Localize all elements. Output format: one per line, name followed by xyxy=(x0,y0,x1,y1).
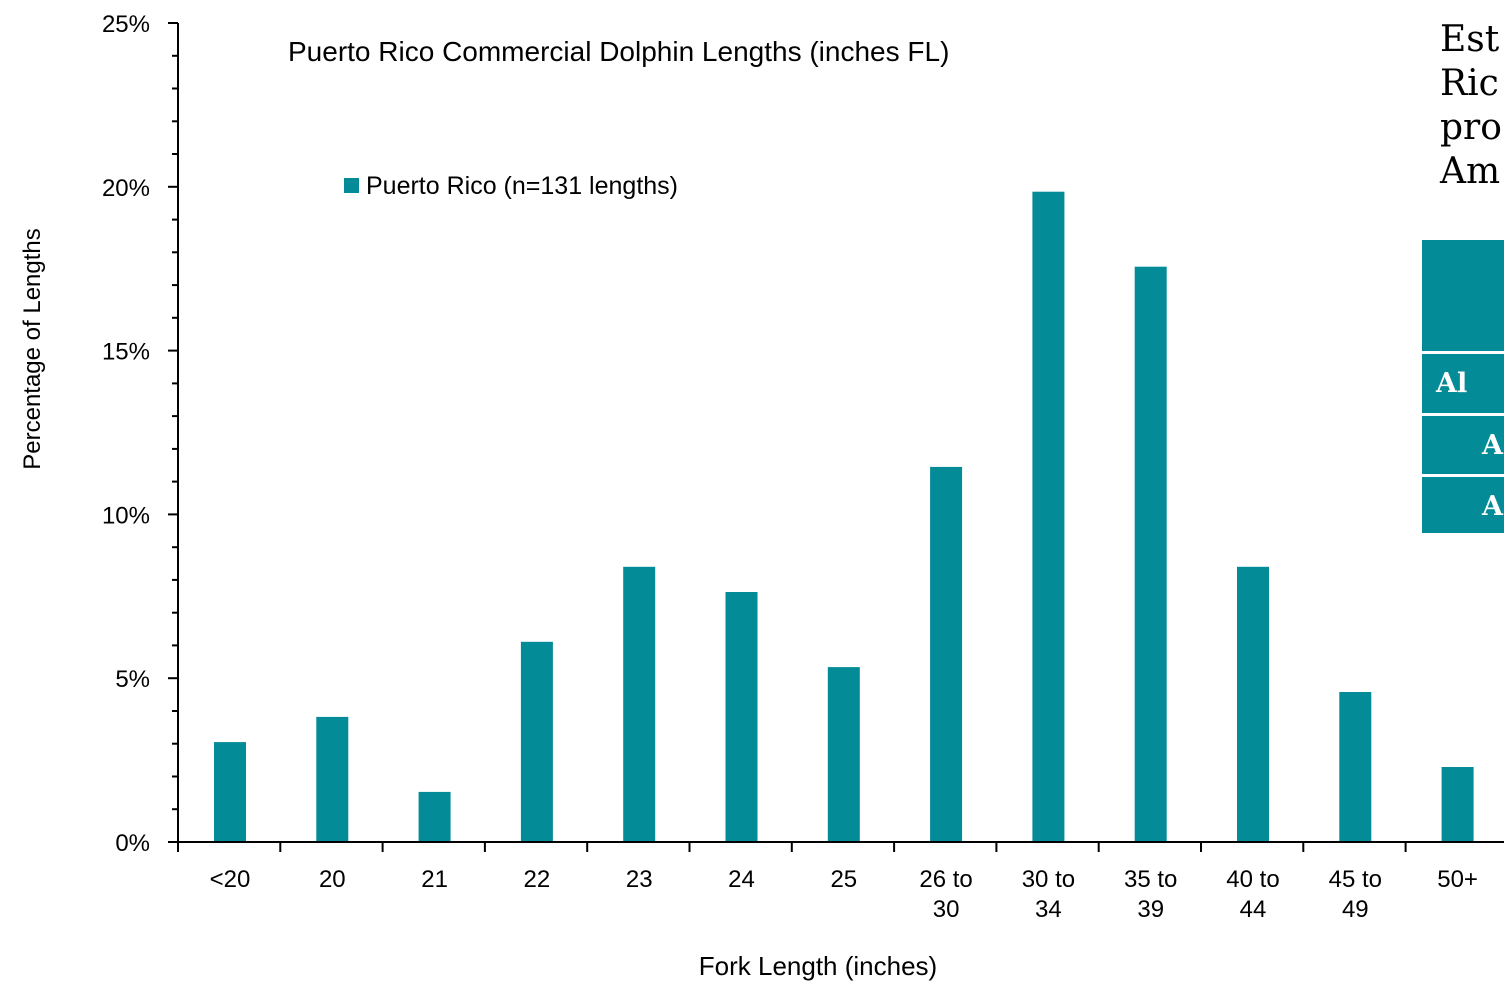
bar xyxy=(316,716,349,842)
bar xyxy=(827,667,860,842)
x-axis-ticks: <20 20 21 22 23 24 25 26 to 30 30 to 34 35 to 39 40 t… xyxy=(177,842,1478,923)
bar xyxy=(520,641,553,842)
y-axis-ticks: 0% 5% 10% 15% 20% 25% xyxy=(102,11,178,857)
x-tick-label: 25 xyxy=(830,866,857,893)
bar xyxy=(1134,266,1167,842)
bar xyxy=(1339,692,1372,842)
x-tick-label: 35 to 39 xyxy=(1124,866,1177,923)
x-tick-label: 45 to 49 xyxy=(1329,866,1382,923)
y-axis-title: Percentage of Lengths xyxy=(19,228,46,470)
x-axis-title: Fork Length (inches) xyxy=(699,951,937,981)
bar xyxy=(1237,566,1269,842)
side-text-line: pro xyxy=(1440,107,1502,148)
x-tick-label: 20 xyxy=(319,866,346,893)
x-tick-label: 22 xyxy=(524,866,551,893)
bar xyxy=(930,466,963,842)
y-tick-label: 20% xyxy=(102,175,150,202)
table-row-divider xyxy=(1422,351,1504,354)
x-tick-label: 23 xyxy=(626,866,653,893)
legend-label: Puerto Rico (n=131 lengths) xyxy=(366,172,678,200)
x-tick-label: 30 to 34 xyxy=(1022,866,1075,923)
side-panel-table: Al A A xyxy=(1422,240,1504,533)
side-text-line: Est xyxy=(1440,19,1500,60)
chart-title: Puerto Rico Commercial Dolphin Lengths (… xyxy=(288,36,949,67)
x-tick-label: 24 xyxy=(728,866,755,893)
bar xyxy=(214,742,246,842)
bars-group xyxy=(214,191,1474,842)
x-tick-label: <20 xyxy=(210,866,251,893)
x-tick-label: 50+ xyxy=(1437,866,1478,893)
x-tick-label: 21 xyxy=(421,866,448,893)
x-tick-label: 26 to 30 xyxy=(919,866,972,923)
table-row-divider xyxy=(1422,474,1504,477)
table-cell: A xyxy=(1482,430,1503,461)
y-tick-label: 0% xyxy=(115,830,150,857)
y-tick-label: 15% xyxy=(102,339,150,366)
bar xyxy=(1441,767,1474,842)
bar xyxy=(1032,191,1065,842)
legend-swatch xyxy=(344,178,359,193)
x-tick-label: 40 to 44 xyxy=(1226,866,1279,923)
bar xyxy=(623,566,656,842)
bar xyxy=(418,791,451,842)
side-panel-text: Est Ric pro Am xyxy=(1440,18,1504,194)
table-cell: A xyxy=(1482,491,1503,522)
y-tick-label: 5% xyxy=(115,666,150,693)
y-tick-label: 25% xyxy=(102,11,150,38)
side-text-line: Am xyxy=(1440,151,1501,192)
table-cell: Al xyxy=(1436,368,1468,399)
y-tick-label: 10% xyxy=(102,502,150,529)
table-row-divider xyxy=(1422,413,1504,416)
bar xyxy=(725,592,758,842)
side-text-line: Ric xyxy=(1440,63,1499,104)
